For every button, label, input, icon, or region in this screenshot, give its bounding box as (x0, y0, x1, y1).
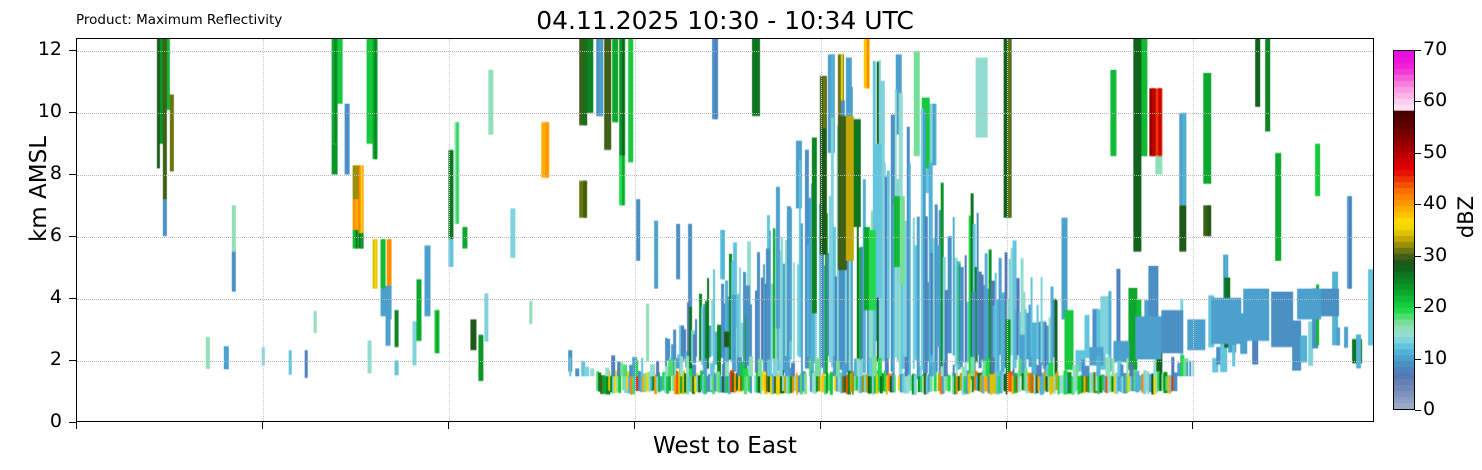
y-tick-mark (69, 422, 76, 423)
y-tick-label: 8 (49, 162, 62, 185)
x-tick-mark (262, 422, 263, 429)
y-tick-label: 4 (49, 286, 62, 309)
x-tick-mark (634, 422, 635, 429)
y-tick-label: 0 (49, 410, 62, 432)
y-tick-label: 10 (37, 100, 62, 123)
y-tick-mark (69, 298, 76, 300)
x-tick-mark (820, 422, 821, 429)
x-axis-label: West to East (653, 433, 797, 459)
colorbar (1393, 50, 1415, 410)
colorbar-tick-label: 10 (1423, 346, 1448, 369)
colorbar-tick-label: 50 (1423, 140, 1448, 163)
colorbar-tick-mark (1415, 50, 1421, 51)
colorbar-tick-mark (1415, 255, 1421, 257)
product-label: Product: Maximum Reflectivity (76, 12, 283, 28)
colorbar-tick-mark (1415, 410, 1421, 411)
x-tick-mark (76, 422, 77, 429)
colorbar-tick-label: 70 (1423, 38, 1448, 60)
colorbar-tick-label: 20 (1423, 295, 1448, 318)
colorbar-tick-label: 40 (1423, 192, 1448, 215)
colorbar-tick-label: 30 (1423, 243, 1448, 266)
y-tick-label: 6 (49, 224, 62, 247)
reflectivity-heatmap-canvas (77, 39, 1373, 421)
colorbar-tick-mark (1415, 358, 1421, 360)
y-tick-label: 2 (49, 348, 62, 371)
x-tick-mark (1006, 422, 1007, 429)
colorbar-tick-mark (1415, 204, 1421, 206)
y-tick-mark (69, 236, 76, 238)
y-tick-mark (69, 174, 76, 176)
x-tick-mark (1192, 422, 1193, 429)
colorbar-tick-label: 0 (1423, 398, 1436, 420)
y-tick-mark (69, 360, 76, 362)
y-tick-label: 12 (37, 38, 62, 61)
y-tick-mark (69, 50, 76, 52)
y-tick-mark (69, 112, 76, 114)
colorbar-tick-label: 60 (1423, 89, 1448, 112)
colorbar-tick-mark (1415, 152, 1421, 154)
colorbar-axis-label: dBZ (1454, 195, 1478, 239)
x-tick-mark (448, 422, 449, 429)
colorbar-tick-mark (1415, 101, 1421, 103)
colorbar-tick-mark (1415, 307, 1421, 309)
page-title: 04.11.2025 10:30 - 10:34 UTC (536, 6, 914, 35)
colorbar-gradient (1393, 50, 1415, 410)
plot-area (76, 38, 1374, 422)
